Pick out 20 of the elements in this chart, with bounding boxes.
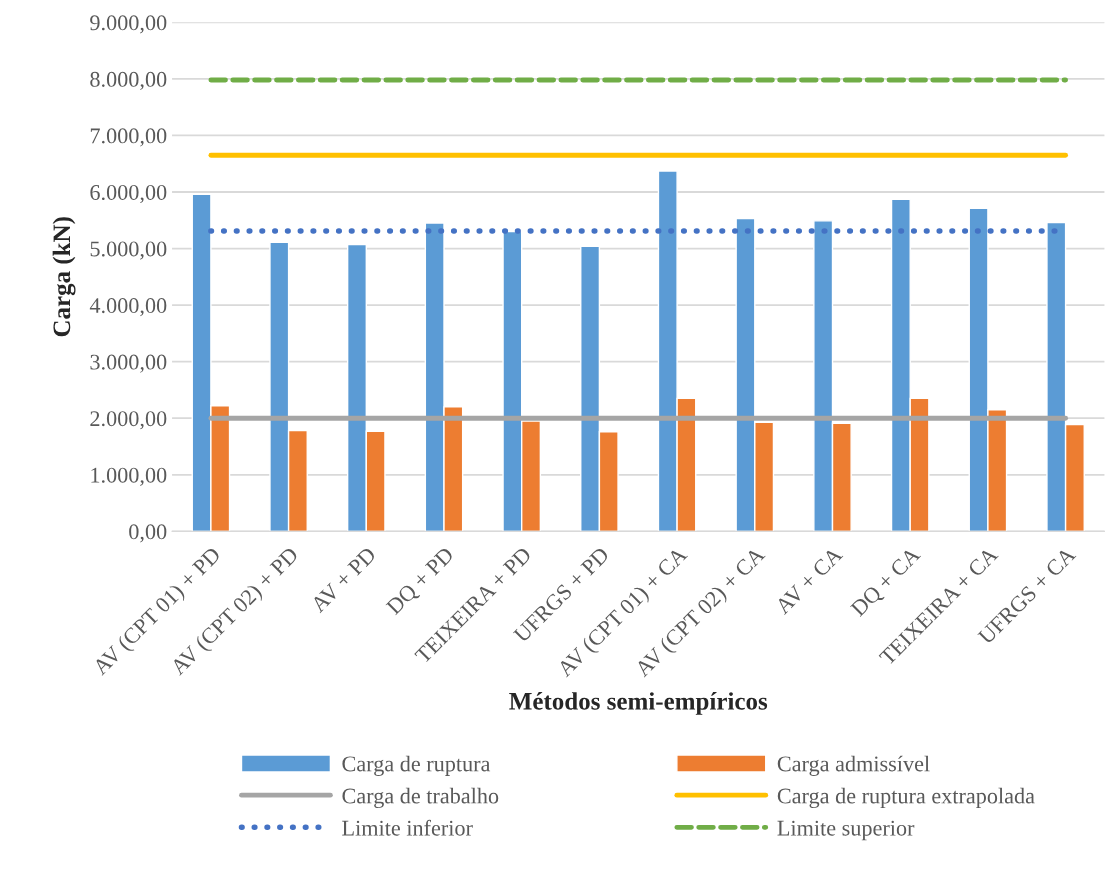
y-tick-label: 5.000,00 [90,241,167,260]
y-tick-label: 9.000,00 [90,15,167,34]
y-tick-label: 0,00 [129,524,167,543]
x-tick-label: AV + PD [309,546,377,614]
y-tick-label: 3.000,00 [90,354,167,373]
y-axis-title: Carga (kN) [52,217,76,337]
y-tick-label: 7.000,00 [90,128,167,147]
x-axis-title: Métodos semi-empíricos [509,692,768,715]
x-tick-label: AV + CA [774,545,844,616]
legend-label: Carga admissível [777,755,930,776]
y-tick-label: 8.000,00 [90,71,167,91]
legend-label: Limite superior [777,820,915,841]
legend-label: Limite inferior [342,819,473,836]
y-tick-label: 4.000,00 [89,298,167,317]
y-tick-label: 1.000,00 [91,467,167,486]
legend-label: Carga de ruptura extrapolada [777,787,1035,809]
y-tick-label: 6.000,00 [90,184,167,204]
legend-label: Carga de ruptura [342,755,491,776]
legend-label: Carga de trabalho [342,787,499,809]
y-tick-label: 2.000,00 [90,411,167,430]
